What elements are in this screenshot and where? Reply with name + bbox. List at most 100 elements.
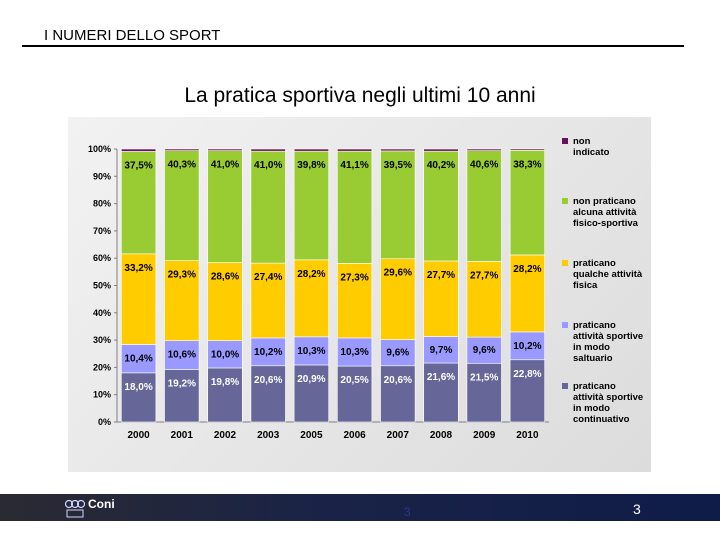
data-label: 20,6%: [384, 375, 412, 386]
data-label: 28,2%: [513, 264, 541, 275]
bar-segment: [337, 365, 373, 423]
legend-swatch: [562, 198, 568, 204]
x-tick-label: 2006: [343, 430, 366, 441]
data-label: 19,2%: [168, 379, 196, 390]
bar-segment: [337, 263, 373, 339]
x-tick-label: 2000: [127, 430, 150, 441]
data-label: 10,0%: [211, 349, 239, 360]
bar-segment: [164, 260, 200, 341]
data-label: 41,0%: [211, 160, 239, 171]
x-tick-label: 2005: [300, 430, 323, 441]
data-label: 10,2%: [254, 347, 282, 358]
bar-segment: [423, 150, 459, 262]
bar-segment: [293, 336, 329, 366]
legend-label: non praticano alcuna attività fisico-sport…: [573, 196, 639, 229]
x-tick-label: 2008: [430, 430, 453, 441]
data-label: 27,4%: [254, 272, 282, 283]
data-label: 29,3%: [168, 270, 196, 281]
data-label: 10,2%: [513, 341, 541, 352]
stacked-bar-chart: 0% 10% 20% 30% 40% 50% 60% 70% 80% 90% 100% 18,0% 10…: [88, 136, 643, 441]
data-label: 22,8%: [513, 369, 541, 380]
x-tick-label: 2009: [473, 430, 496, 441]
bar-segment: [466, 150, 502, 262]
bar-segment: [380, 150, 416, 260]
bar-segment: [380, 148, 416, 152]
data-label: 21,6%: [427, 372, 455, 383]
bar-segment: [466, 336, 502, 364]
bar-segment: [121, 148, 157, 152]
page-number: 3: [633, 501, 641, 517]
footer-brand: Coni: [88, 497, 115, 511]
data-label: 18,0%: [124, 382, 152, 393]
data-label: 9,6%: [473, 345, 496, 356]
legend-swatch: [562, 138, 568, 144]
data-label: 27,3%: [340, 272, 368, 283]
x-tick-label: 2001: [171, 430, 194, 441]
coni-rings-logo-icon: [64, 499, 86, 518]
data-label: 41,0%: [254, 160, 282, 171]
data-label: 39,8%: [297, 160, 325, 171]
data-label: 37,5%: [124, 160, 152, 171]
data-label: 9,7%: [430, 345, 453, 356]
data-label: 10,3%: [297, 346, 325, 357]
bar-segment: [121, 253, 157, 345]
legend-label: praticano attività sportive in modo continu…: [573, 381, 643, 425]
bar-segment: [207, 340, 243, 369]
data-label: 28,2%: [297, 269, 325, 280]
data-label: 20,9%: [297, 374, 325, 385]
footer-bar: [0, 494, 720, 521]
bar-segment: [250, 365, 286, 423]
y-tick-label: 90%: [93, 171, 111, 181]
data-label: 40,6%: [470, 160, 498, 171]
bar-segment: [380, 365, 416, 423]
bar-segment: [207, 262, 243, 341]
bar-segment: [250, 148, 286, 152]
bar-segment: [207, 150, 243, 263]
bar-segment: [164, 369, 200, 423]
bar-segment: [250, 150, 286, 264]
bar-segment: [337, 150, 373, 264]
y-tick-label: 50%: [93, 281, 111, 291]
x-tick-label: 2002: [214, 430, 237, 441]
data-label: 19,8%: [211, 377, 239, 388]
bar-segment: [250, 337, 286, 367]
y-tick-label: 0%: [98, 417, 111, 427]
slide-title: La pratica sportiva negli ultimi 10 anni: [184, 84, 536, 107]
bar-segment: [293, 364, 329, 423]
bar-segment: [293, 259, 329, 338]
bar-segment: [164, 148, 200, 151]
bar-segment: [121, 372, 157, 423]
legend-swatch: [562, 260, 568, 266]
legend-label: praticano qualche attività fisica: [573, 258, 643, 291]
data-label: 28,6%: [211, 272, 239, 283]
data-label: 10,3%: [340, 347, 368, 358]
data-label: 27,7%: [427, 270, 455, 281]
bar-segment: [121, 151, 157, 255]
data-label: 38,3%: [513, 159, 541, 170]
y-tick-label: 10%: [93, 390, 111, 400]
data-label: 27,7%: [470, 270, 498, 281]
data-label: 21,5%: [470, 372, 498, 383]
y-tick-label: 80%: [93, 199, 111, 209]
data-label: 29,6%: [384, 268, 412, 279]
legend-label: praticano attività sportive in modo saltuar…: [573, 320, 643, 364]
bar-segment: [207, 148, 243, 151]
bar-segment: [509, 150, 545, 256]
bar-segment: [121, 344, 157, 374]
y-tick-label: 70%: [93, 226, 111, 236]
bar-segment: [423, 260, 459, 337]
y-tick-label: 100%: [88, 144, 111, 154]
data-label: 20,6%: [254, 375, 282, 386]
data-label: 33,2%: [124, 263, 152, 274]
x-tick-label: 2010: [516, 430, 539, 441]
data-label: 39,5%: [384, 160, 412, 171]
x-tick-label: 2007: [387, 430, 410, 441]
bar-segment: [509, 148, 545, 151]
bar-segment: [164, 340, 200, 370]
header-rule: [22, 45, 684, 47]
y-tick-label: 20%: [93, 362, 111, 372]
x-tick-label: 2003: [257, 430, 280, 441]
footer-center-number: 3: [404, 505, 411, 519]
bar-segment: [337, 148, 373, 152]
bar-segment: [509, 331, 545, 361]
